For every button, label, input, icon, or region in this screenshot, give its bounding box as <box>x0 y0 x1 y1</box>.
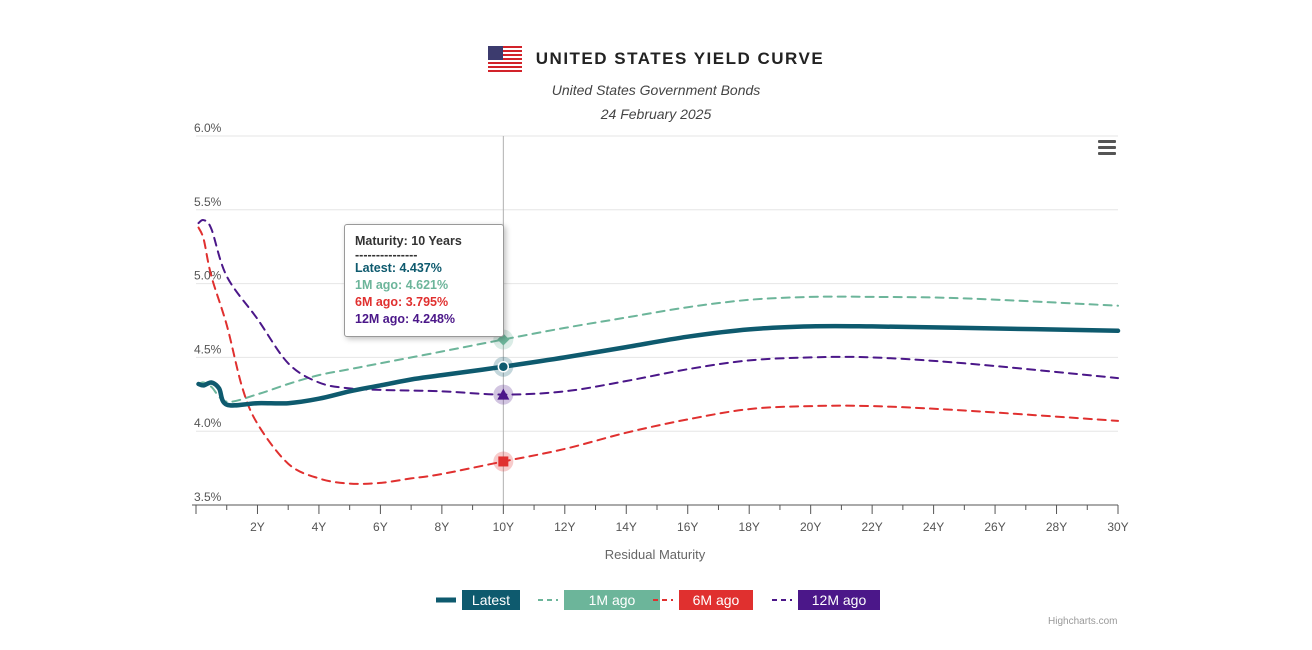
y-tick-label: 4.0% <box>194 416 222 430</box>
series-line-1m-ago <box>197 295 1119 403</box>
y-tick-label: 3.5% <box>194 490 222 504</box>
chart-title: UNITED STATES YIELD CURVE <box>535 49 825 68</box>
tooltip: Maturity: 10 Years --------------- Lates… <box>344 224 504 337</box>
marker-6m-ago <box>498 456 509 467</box>
legend-item-latest[interactable]: Latest <box>436 590 520 610</box>
legend-label-1m-ago: 1M ago <box>589 592 636 608</box>
x-tick-label: 18Y <box>739 520 760 534</box>
tooltip-6m-ago: 6M ago: 3.795% <box>355 295 449 309</box>
marker-12m-ago <box>497 388 510 400</box>
x-axis-title: Residual Maturity <box>605 547 706 562</box>
y-tick-label: 6.0% <box>194 121 222 135</box>
legend-label-bg-12m-ago <box>798 590 880 610</box>
tooltip-1m-ago: 1M ago: 4.621% <box>355 278 449 292</box>
chart-subtitle: United States Government Bonds <box>551 82 761 98</box>
y-tick-label: 4.5% <box>194 342 222 356</box>
marker-latest <box>497 360 510 373</box>
series-lines <box>196 218 1121 485</box>
chart-date: 24 February 2025 <box>600 106 712 122</box>
legend-item-6m-ago[interactable]: 6M ago <box>653 590 753 610</box>
grid-lines <box>196 135 1118 505</box>
y-tick-label: 5.0% <box>194 269 222 283</box>
tooltip-heading: Maturity: 10 Years <box>355 234 462 248</box>
legend-label-bg-6m-ago <box>679 590 753 610</box>
x-tick-label: 24Y <box>923 520 944 534</box>
tooltip-12m-ago: 12M ago: 4.248% <box>355 312 456 326</box>
series-line-6m-ago <box>197 226 1119 485</box>
highcharts-credit[interactable]: Highcharts.com <box>1048 616 1118 627</box>
x-tick-label: 28Y <box>1046 520 1067 534</box>
x-tick-label: 26Y <box>984 520 1005 534</box>
x-tick-label: 2Y <box>250 520 265 534</box>
axes: 3.5% 4.0% 4.5% 5.0% 5.5% 6.0% 2Y 4Y 6Y 8Y 10Y 12Y 14… <box>192 121 1129 562</box>
x-tick-label: 22Y <box>861 520 882 534</box>
legend-label-6m-ago: 6M ago <box>693 592 740 608</box>
x-tick-label: 14Y <box>616 520 637 534</box>
tooltip-divider: --------------- <box>355 248 418 262</box>
x-tick-label: 30Y <box>1107 520 1128 534</box>
series-line-12m-ago <box>197 218 1119 396</box>
x-tick-label: 6Y <box>373 520 388 534</box>
chart-menu-icon[interactable] <box>1098 140 1116 156</box>
chart-header: UNITED STATES YIELD CURVE <box>0 46 1312 77</box>
series-line-latest <box>196 323 1121 408</box>
legend-label-bg-latest <box>462 590 520 610</box>
x-tick-label: 8Y <box>435 520 450 534</box>
tooltip-latest: Latest: 4.437% <box>355 261 442 275</box>
legend-item-12m-ago[interactable]: 12M ago <box>772 590 880 610</box>
legend-item-1m-ago[interactable]: 1M ago <box>538 590 660 610</box>
y-tick-label: 5.5% <box>194 195 222 209</box>
x-tick-label: 10Y <box>493 520 514 534</box>
legend: Latest 1M ago 6M ago 12M ago <box>436 590 880 610</box>
x-tick-label: 16Y <box>677 520 698 534</box>
x-tick-label: 12Y <box>554 520 575 534</box>
x-tick-label: 20Y <box>800 520 821 534</box>
us-flag-icon <box>487 46 522 72</box>
legend-label-12m-ago: 12M ago <box>812 592 867 608</box>
legend-label-latest: Latest <box>472 592 510 608</box>
legend-label-bg-1m-ago <box>564 590 660 610</box>
x-tick-label: 4Y <box>312 520 327 534</box>
